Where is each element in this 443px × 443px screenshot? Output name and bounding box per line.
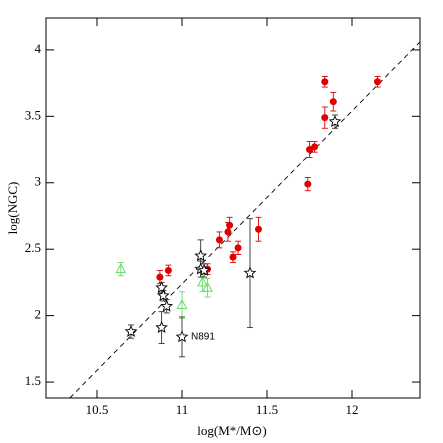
point — [202, 281, 213, 292]
point — [255, 225, 262, 233]
x-tick-label: 12 — [346, 402, 359, 417]
point — [234, 244, 242, 252]
x-tick-label: 11 — [176, 402, 189, 417]
annotation: N891 — [191, 332, 215, 343]
y-tick-label: 2 — [35, 307, 42, 322]
fit-line — [69, 41, 421, 399]
point — [194, 249, 208, 262]
point — [226, 221, 234, 229]
point — [243, 266, 257, 279]
y-tick-label: 3.5 — [25, 107, 41, 122]
y-tick-label: 4 — [35, 41, 42, 56]
point — [374, 78, 381, 86]
plot-frame — [45, 17, 421, 399]
y-tick-label: 1.5 — [25, 373, 41, 388]
x-tick-label: 11.5 — [256, 402, 278, 417]
point — [124, 324, 138, 337]
point — [197, 276, 208, 287]
point — [175, 330, 189, 343]
point — [156, 273, 164, 281]
point — [176, 298, 188, 309]
point — [197, 263, 211, 276]
point — [329, 98, 337, 106]
point — [164, 266, 172, 274]
point — [229, 253, 237, 261]
point — [311, 143, 319, 151]
y-tick-label: 2.5 — [25, 240, 41, 255]
point — [321, 114, 329, 122]
point — [328, 114, 342, 128]
point — [304, 180, 312, 188]
point — [156, 289, 170, 302]
point — [155, 320, 168, 333]
x-tick-label: 10.5 — [86, 402, 109, 417]
point — [115, 263, 127, 274]
x-axis-label: log(M*/M⊙) — [197, 423, 266, 438]
point — [224, 228, 232, 236]
y-tick-label: 3 — [35, 174, 42, 189]
point — [321, 78, 329, 86]
y-axis-label: log(NGC) — [5, 182, 20, 235]
point — [160, 299, 174, 312]
point — [215, 236, 223, 244]
